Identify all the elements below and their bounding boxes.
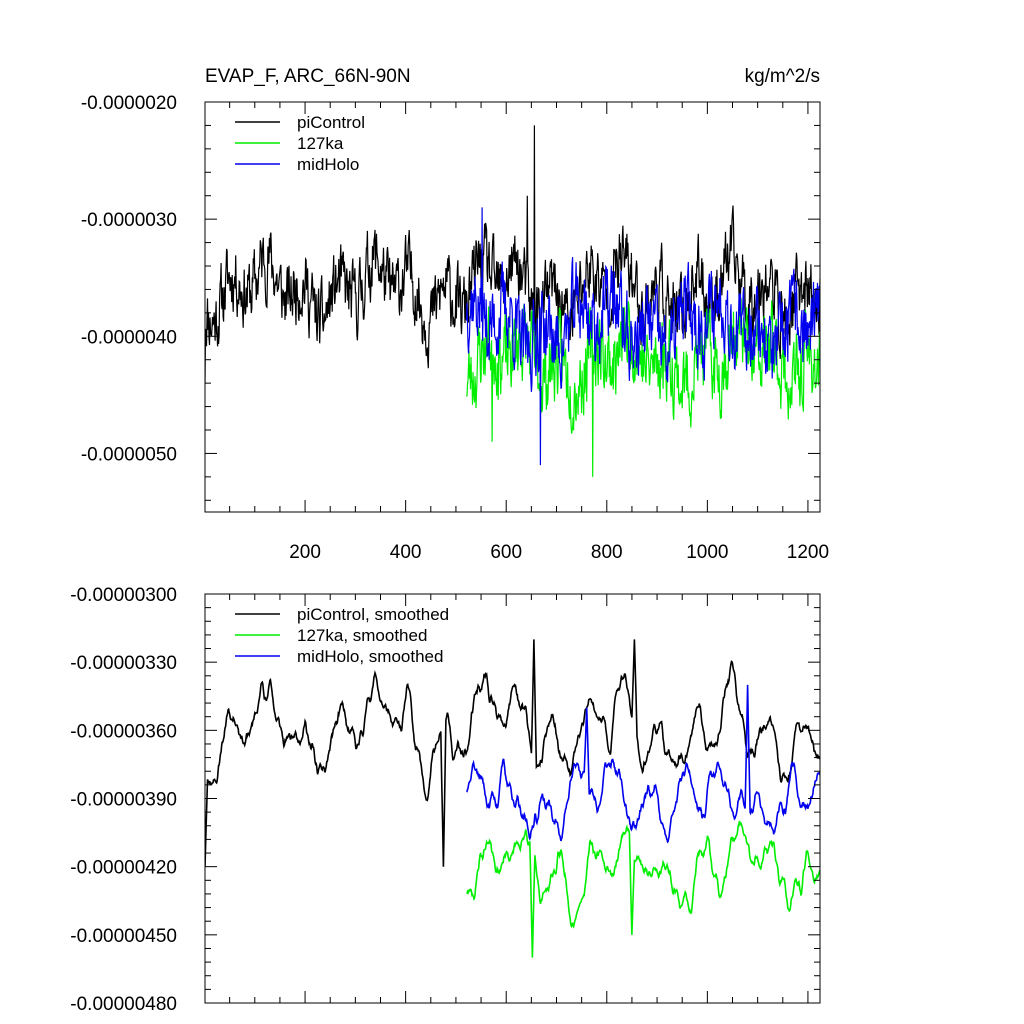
chart-units: kg/m^2/s [745, 66, 820, 87]
x-tick-label: 600 [490, 542, 522, 563]
chart-title: EVAP_F, ARC_66N-90N [205, 66, 411, 87]
legend-label: midHolo, smoothed [297, 647, 443, 666]
y-tick-label: -0.00000480 [70, 994, 177, 1015]
x-tick-label: 800 [591, 542, 623, 563]
x-tick-label: 1000 [686, 542, 728, 563]
y-tick-label: -0.0000020 [81, 93, 177, 114]
series-line-picontrol-smoothed [205, 639, 820, 867]
legend-label: piControl [297, 113, 365, 132]
series-line-midholo-smoothed [466, 684, 820, 844]
plot-frame [204, 101, 821, 513]
y-tick-label: -0.00000330 [70, 653, 177, 674]
legend-label: midHolo [297, 155, 359, 174]
legend-label: piControl, smoothed [297, 605, 449, 624]
top-panel: -0.0000020 -0.0000030 -0.0000040 -0.0000050… [81, 66, 829, 563]
y-tick-label: -0.00000300 [70, 585, 177, 606]
y-tick-label: -0.00000360 [70, 721, 177, 742]
bottom-panel: -0.00000300 -0.00000330 -0.00000360 -0.0000… [70, 585, 821, 1015]
y-tick-label: -0.00000390 [70, 790, 177, 811]
x-tick-label: 400 [390, 542, 422, 563]
series-line-127ka-smoothed [466, 820, 820, 958]
y-tick-label: -0.0000050 [81, 444, 177, 465]
y-tick-label: -0.0000030 [81, 210, 177, 231]
legend-label: 127ka [297, 134, 344, 153]
y-tick-label: -0.00000450 [70, 926, 177, 947]
y-tick-label: -0.00000420 [70, 858, 177, 879]
legend-label: 127ka, smoothed [297, 626, 427, 645]
x-tick-label: 200 [289, 542, 321, 563]
series-line-midholo [465, 207, 820, 466]
x-tick-label: 1200 [787, 542, 829, 563]
y-tick-label: -0.0000040 [81, 327, 177, 348]
